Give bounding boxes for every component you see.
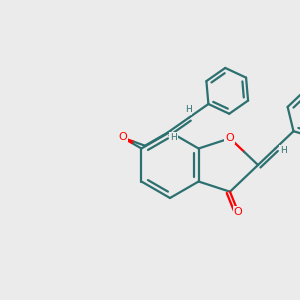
Text: O: O [118,133,127,142]
Text: H: H [170,134,177,142]
Text: H: H [185,105,191,114]
Text: O: O [226,133,234,143]
Text: H: H [280,146,286,154]
Text: O: O [234,207,243,217]
